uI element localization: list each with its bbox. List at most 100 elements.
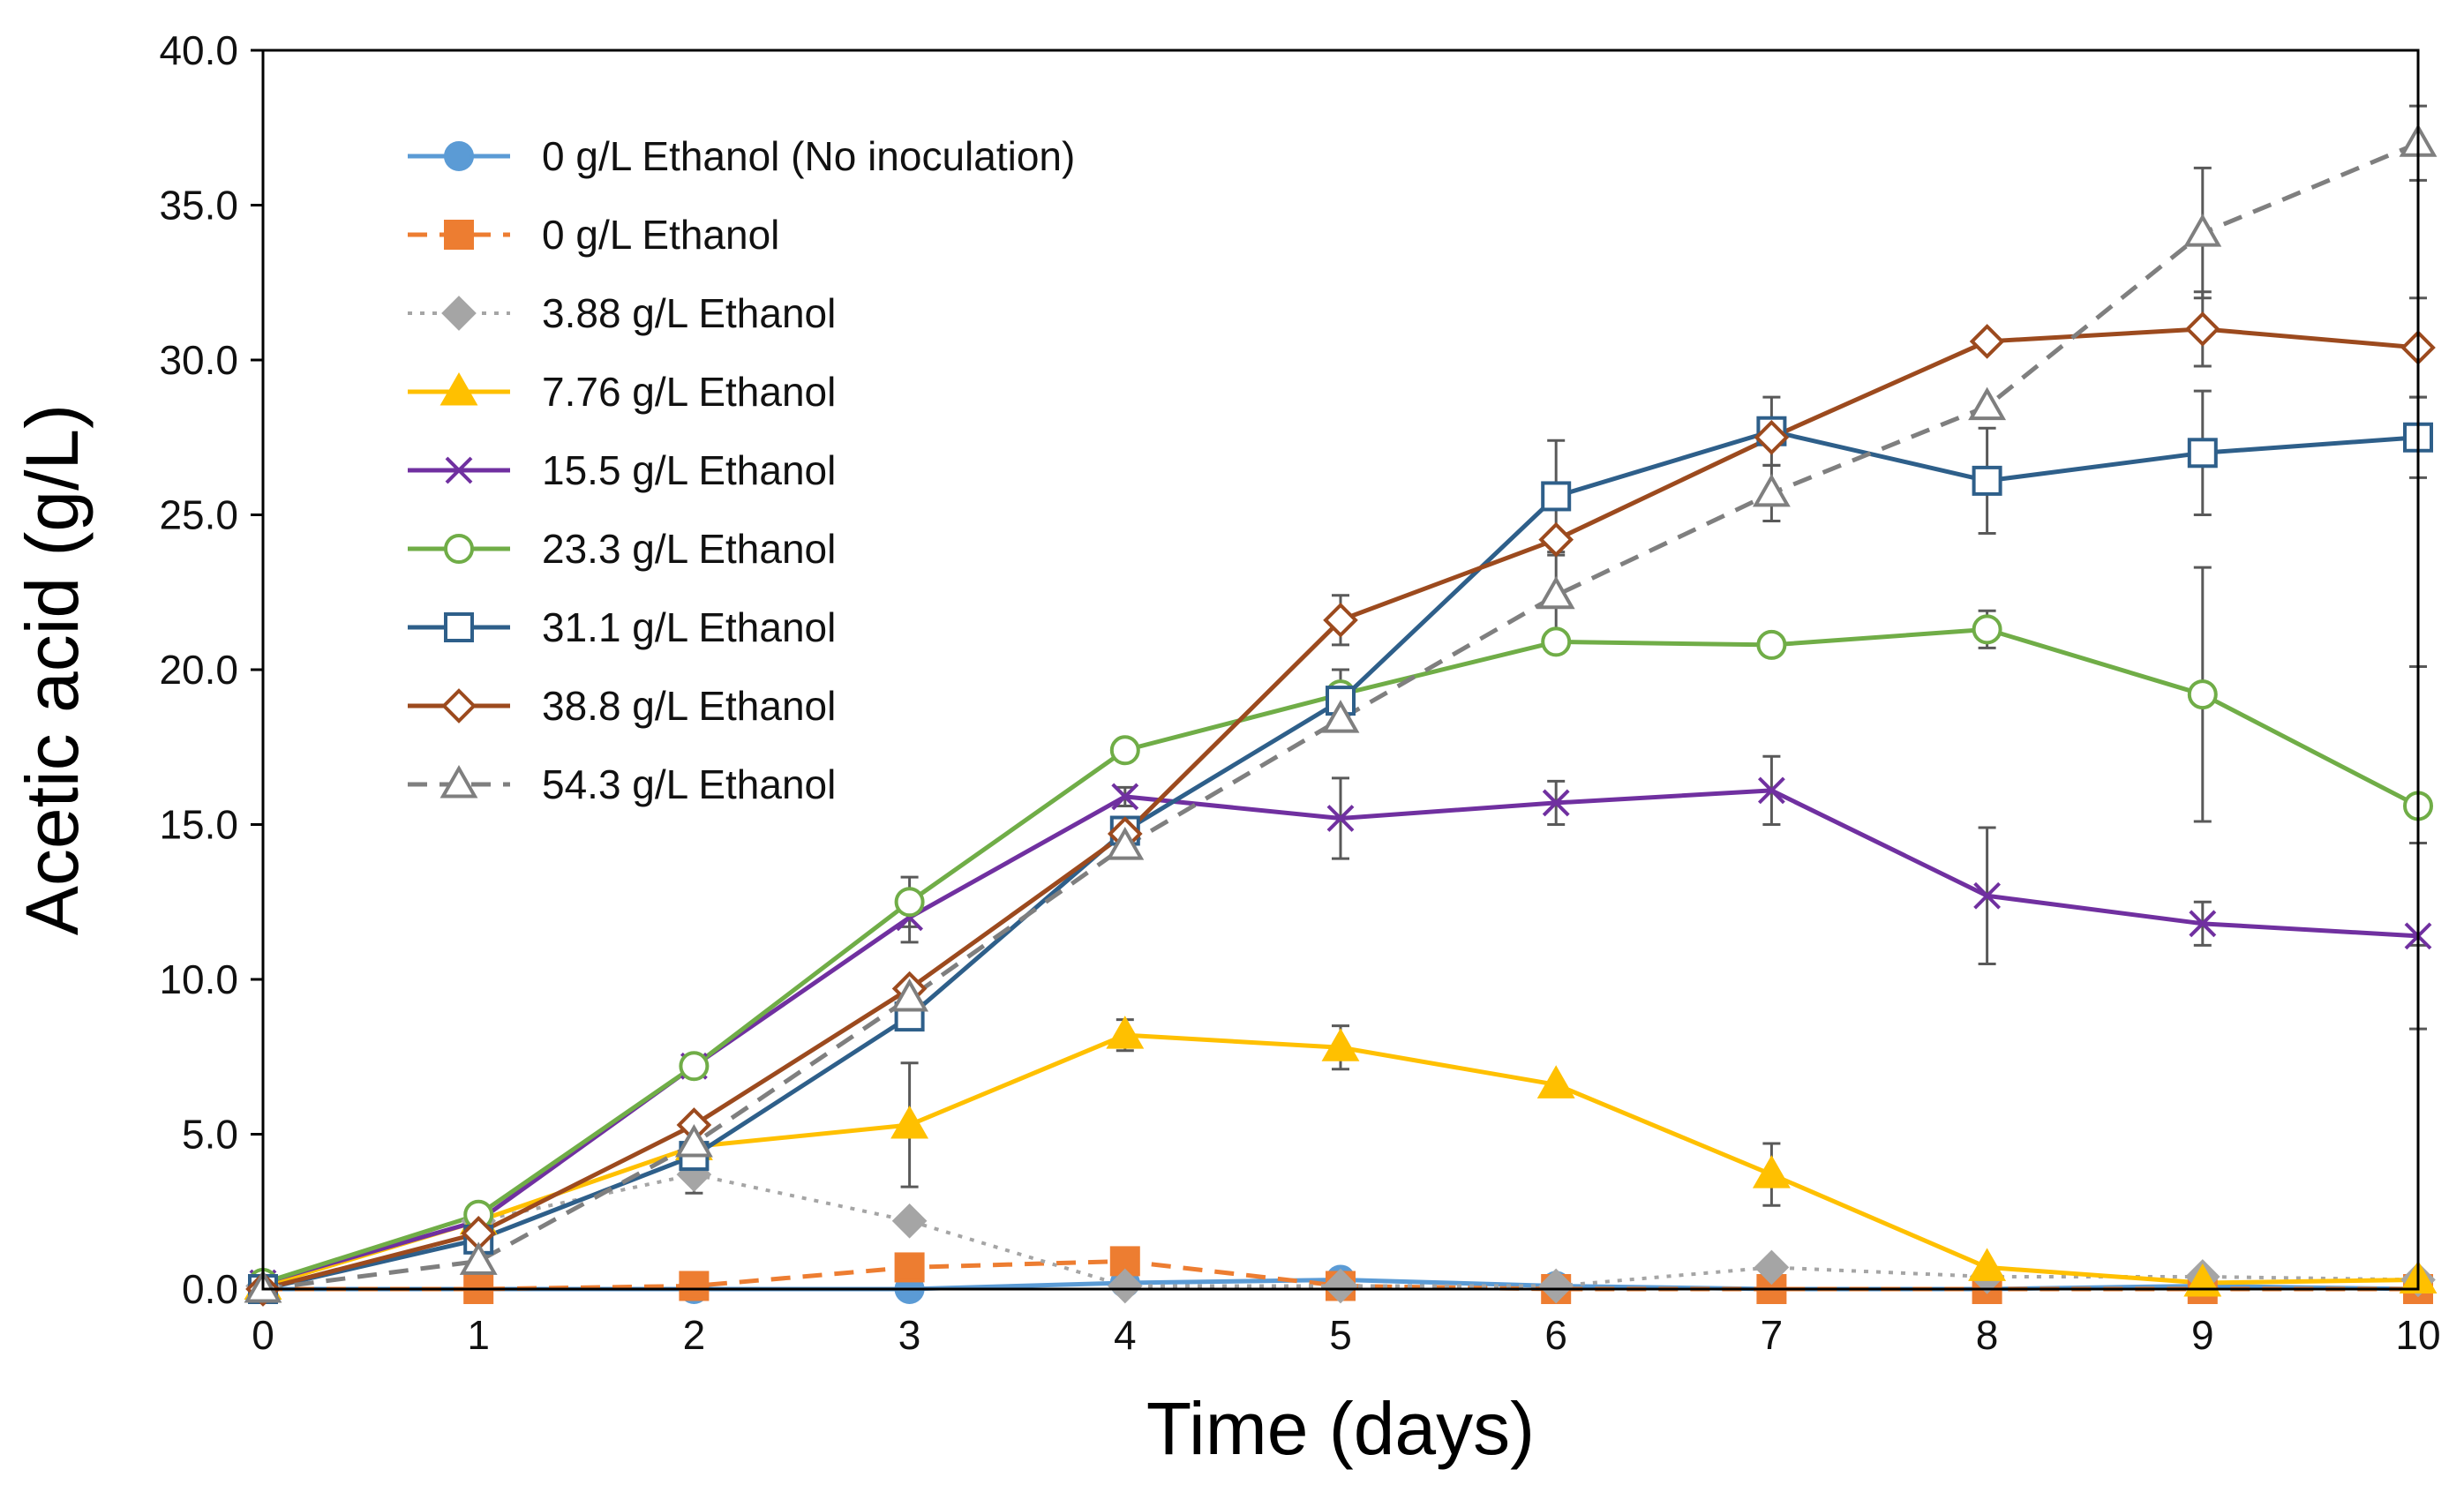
legend: 0 g/L Ethanol (No inoculation) 0 g/L Etha… <box>408 133 1075 807</box>
diamond-marker <box>1107 1268 1143 1304</box>
legend-item: 0 g/L Ethanol <box>408 212 779 258</box>
x-marker <box>1326 805 1355 832</box>
diamond-marker <box>441 688 477 724</box>
square-marker <box>894 1252 925 1283</box>
x-tick-label: 10 <box>2395 1312 2440 1358</box>
x-tick-label: 0 <box>252 1312 274 1358</box>
y-tick-label: 0.0 <box>182 1266 238 1312</box>
circle-marker <box>679 1051 710 1082</box>
y-tick-label: 20.0 <box>159 647 238 693</box>
triangle-marker <box>1536 575 1575 610</box>
triangle-marker <box>1752 1155 1791 1188</box>
x-marker <box>1973 881 2002 910</box>
triangle-marker <box>1321 700 1360 733</box>
legend-item: 0 g/L Ethanol (No inoculation) <box>408 133 1075 179</box>
y-tick-label: 10.0 <box>159 956 238 1002</box>
series-points <box>244 124 2438 1303</box>
x-tick-label: 2 <box>683 1312 706 1358</box>
triangle-marker <box>2183 214 2222 247</box>
x-tick-label: 5 <box>1329 1312 1352 1358</box>
circle-marker <box>894 887 925 918</box>
series-line <box>262 1173 2419 1288</box>
legend-label: 0 g/L Ethanol <box>542 212 779 258</box>
legend-label: 7.76 g/L Ethanol <box>542 369 836 415</box>
diamond-marker <box>1323 603 1358 638</box>
legend-item: 31.1 g/L Ethanol <box>408 604 836 650</box>
x-tick-label: 3 <box>898 1312 921 1358</box>
legend-label: 54.3 g/L Ethanol <box>542 761 836 807</box>
circle-marker <box>444 534 474 564</box>
legend-item: 3.88 g/L Ethanol <box>408 290 836 336</box>
x-tick-label: 4 <box>1114 1312 1137 1358</box>
x-marker <box>1542 789 1570 817</box>
diamond-marker <box>1969 324 2005 359</box>
triangle-marker <box>890 978 929 1012</box>
x-tick-label: 6 <box>1544 1312 1567 1358</box>
y-tick-label: 15.0 <box>159 802 238 848</box>
x-axis-title: Time (days) <box>1146 1387 1535 1470</box>
triangle-marker <box>1106 827 1145 860</box>
diamond-marker <box>1754 419 1790 455</box>
plot-area-frame <box>261 49 2420 1291</box>
legend-item: 23.3 g/L Ethanol <box>408 526 836 572</box>
circle-marker <box>1541 626 1572 657</box>
y-tick-label: 25.0 <box>159 492 238 538</box>
legend-item: 54.3 g/L Ethanol <box>408 761 836 807</box>
triangle-marker <box>459 1241 498 1275</box>
triangle-marker <box>1106 1016 1145 1049</box>
square-marker <box>679 1271 710 1301</box>
triangle-marker <box>439 371 478 406</box>
y-tick-label: 35.0 <box>159 183 238 229</box>
circle-marker <box>444 141 474 171</box>
diamond-marker <box>441 296 477 331</box>
diamond-marker <box>1538 521 1574 558</box>
legend-label: 0 g/L Ethanol (No inoculation) <box>542 133 1075 179</box>
triangle-marker <box>439 764 478 798</box>
x-marker <box>445 456 473 484</box>
diamond-marker <box>1754 1249 1790 1286</box>
diamond-marker <box>1538 1268 1574 1304</box>
series-markers <box>244 124 2438 1307</box>
triangle-marker <box>1752 473 1791 507</box>
triangle-marker <box>1968 386 2007 421</box>
square-marker <box>2187 438 2218 469</box>
x-tick-label: 9 <box>2191 1312 2214 1358</box>
triangle-marker <box>1321 1028 1360 1061</box>
y-tick-label: 30.0 <box>159 337 238 383</box>
circle-marker <box>1109 735 1140 766</box>
diamond-marker <box>2184 311 2220 347</box>
x-tick-label: 7 <box>1761 1312 1784 1358</box>
triangle-marker <box>1536 1065 1575 1098</box>
y-tick-label: 40.0 <box>159 27 238 73</box>
x-tick-label: 1 <box>467 1312 490 1358</box>
triangle-marker <box>674 1123 713 1158</box>
series-points <box>248 614 2433 1298</box>
legend-label: 15.5 g/L Ethanol <box>542 447 836 493</box>
square-marker <box>444 612 474 642</box>
legend-label: 31.1 g/L Ethanol <box>542 604 836 650</box>
diamond-marker <box>1323 1268 1358 1304</box>
diamond-marker <box>891 1203 928 1239</box>
circle-marker <box>1756 629 1787 660</box>
triangle-marker <box>1968 1248 2007 1281</box>
legend-item: 7.76 g/L Ethanol <box>408 369 836 415</box>
x-marker <box>1757 776 1785 805</box>
circle-marker <box>2187 679 2218 710</box>
triangle-marker <box>890 1105 929 1139</box>
square-marker <box>1541 481 1572 512</box>
legend-label: 3.88 g/L Ethanol <box>542 290 836 336</box>
circle-marker <box>1972 614 2002 645</box>
legend-label: 23.3 g/L Ethanol <box>542 526 836 572</box>
legend-item: 38.8 g/L Ethanol <box>408 683 836 729</box>
y-tick-label: 5.0 <box>182 1112 238 1158</box>
series-line <box>262 140 2419 1292</box>
y-axis-title: Acetic acid (g/L) <box>11 404 94 935</box>
x-marker <box>2189 910 2217 938</box>
x-marker <box>1111 783 1139 811</box>
legend-item: 15.5 g/L Ethanol <box>408 447 836 493</box>
square-marker <box>444 220 474 250</box>
x-tick-label: 8 <box>1976 1312 1999 1358</box>
y-axis-ticks: 0.0 5.0 10.0 15.0 20.0 25.0 30.0 35.0 40.0 <box>159 27 263 1312</box>
